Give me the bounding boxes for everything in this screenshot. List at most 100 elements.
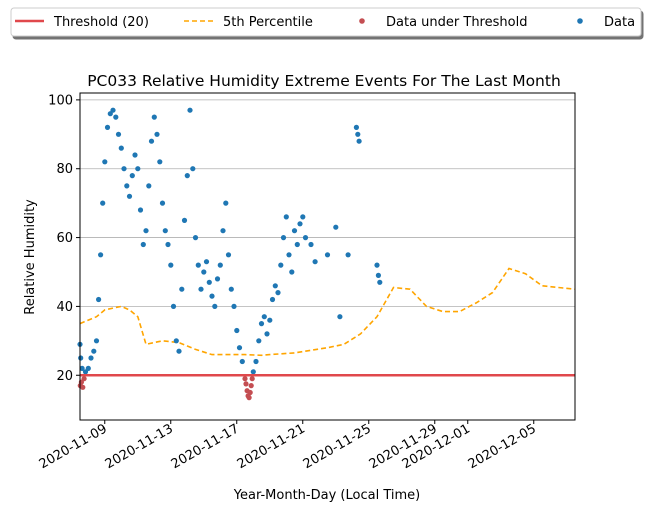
data-point: [374, 262, 380, 268]
data-point: [223, 200, 229, 206]
data-point: [181, 217, 188, 223]
y-tick-label: 40: [56, 300, 73, 315]
data-point: [286, 252, 292, 258]
data-point: [170, 303, 177, 309]
data-point: [190, 166, 196, 172]
data-point: [280, 235, 287, 241]
data-point: [225, 252, 232, 258]
legend-under-threshold-label: Data under Threshold: [386, 15, 527, 30]
data-point: [253, 358, 259, 365]
data-point: [356, 138, 362, 144]
data-point: [308, 241, 314, 248]
y-tick-label: 20: [56, 369, 73, 384]
data-point: [140, 241, 146, 248]
data-point: [345, 252, 351, 258]
data-point: [201, 269, 207, 275]
data-point: [88, 355, 94, 361]
data-point: [267, 317, 273, 323]
data-point: [184, 173, 190, 179]
data-point: [162, 228, 168, 234]
data-point: [264, 331, 270, 337]
data-point: [143, 228, 149, 234]
under-threshold-point: [248, 383, 254, 389]
x-tick-label: 2020-12-05: [466, 421, 539, 472]
data-point: [324, 252, 331, 258]
legend-data-label: Data: [604, 15, 635, 30]
data-point: [291, 228, 298, 234]
data-point: [137, 207, 144, 213]
under-threshold-point: [247, 389, 253, 396]
under-threshold-point: [81, 376, 87, 382]
legend-percentile-label: 5th Percentile: [223, 15, 313, 30]
data-point: [333, 224, 339, 230]
legend: Threshold (20) 5th Percentile Data under…: [10, 7, 642, 37]
data-point: [261, 314, 267, 320]
data-point: [113, 114, 119, 120]
data-point: [278, 262, 284, 268]
data-point: [179, 286, 185, 292]
data-point: [124, 183, 130, 189]
data-point: [302, 235, 309, 241]
data-point: [206, 279, 212, 285]
data-point: [173, 338, 179, 344]
data-point: [192, 235, 199, 241]
data-point: [269, 296, 276, 303]
data-point: [312, 259, 318, 265]
data-point: [375, 272, 381, 278]
data-point: [165, 241, 171, 248]
data-point: [256, 338, 262, 344]
data-point: [79, 365, 85, 371]
x-tick-label: 2020-11-21: [235, 421, 308, 472]
data-point: [258, 321, 265, 327]
data-point: [168, 262, 174, 268]
data-point: [355, 131, 361, 137]
data-series: [77, 107, 383, 375]
data-point: [93, 338, 100, 344]
y-axis-title: Relative Humidity: [23, 199, 38, 315]
y-tick-label: 60: [56, 231, 73, 246]
data-point: [300, 214, 306, 220]
data-point: [132, 152, 138, 158]
chart-title: PC033 Relative Humidity Extreme Events F…: [87, 72, 561, 90]
under-threshold-point: [249, 376, 255, 382]
data-point: [102, 159, 108, 165]
data-point: [98, 252, 104, 258]
legend-data-swatch: [577, 18, 583, 24]
data-point: [195, 262, 201, 268]
data-point: [209, 293, 215, 299]
x-tick-label: 2020-11-17: [169, 421, 242, 472]
data-point: [157, 159, 163, 165]
data-point: [217, 262, 223, 268]
data-point: [118, 145, 124, 151]
under-threshold-point: [246, 395, 252, 401]
data-point: [289, 269, 295, 275]
data-point: [129, 173, 135, 179]
data-point: [126, 193, 133, 199]
data-point: [135, 166, 141, 172]
under-threshold-point: [243, 381, 249, 387]
data-point: [283, 214, 289, 220]
x-tick-label: 2020-11-13: [103, 421, 176, 472]
percentile-series: [79, 267, 576, 357]
data-point: [198, 286, 204, 292]
data-point: [250, 369, 256, 375]
legend-threshold-label: Threshold (20): [53, 15, 149, 30]
data-point: [297, 221, 303, 227]
data-point: [121, 166, 127, 172]
x-tick-label: 2020-11-09: [37, 421, 110, 472]
legend-box: [10, 7, 642, 37]
data-point: [110, 107, 116, 113]
data-point: [236, 345, 243, 351]
data-point: [214, 276, 221, 282]
data-point: [176, 348, 182, 354]
data-point: [377, 279, 383, 285]
data-point: [154, 131, 160, 137]
data-point: [239, 358, 245, 365]
under-threshold-point: [80, 384, 86, 390]
data-point: [115, 131, 122, 137]
data-point: [234, 327, 240, 334]
data-point: [203, 259, 210, 265]
under-threshold-point: [242, 376, 248, 382]
data-point: [151, 114, 157, 120]
